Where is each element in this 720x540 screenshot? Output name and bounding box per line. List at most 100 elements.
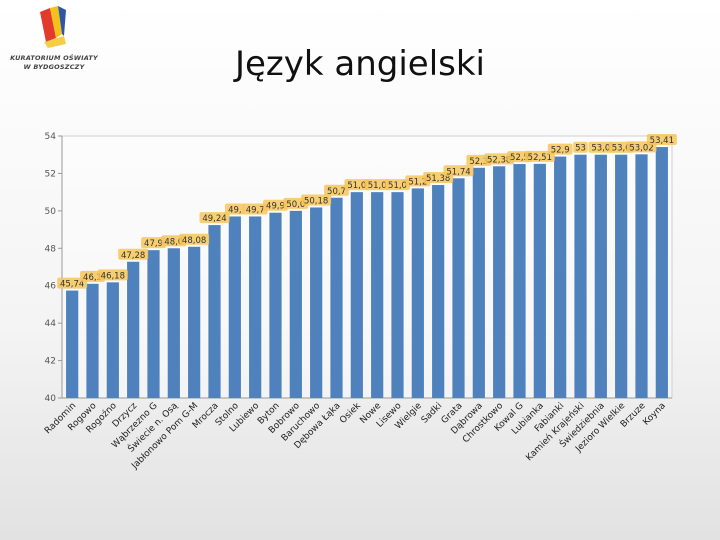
bar bbox=[269, 212, 282, 398]
data-label-bg bbox=[646, 134, 677, 146]
category-label: Osiek bbox=[338, 400, 363, 425]
data-label: 51,0 bbox=[368, 181, 387, 191]
page-title: Język angielski bbox=[234, 44, 486, 84]
data-label: 53,0 bbox=[591, 144, 610, 154]
bar bbox=[167, 248, 180, 398]
data-label-bg bbox=[484, 153, 515, 165]
data-label: 52,5 bbox=[510, 153, 529, 163]
data-label: 49,24 bbox=[202, 214, 226, 224]
bar bbox=[127, 261, 140, 398]
data-label: 51,74 bbox=[446, 167, 470, 177]
data-label: 52,51 bbox=[528, 153, 552, 163]
y-tick-label: 46 bbox=[45, 282, 57, 292]
bar bbox=[391, 192, 404, 398]
y-tick-label: 40 bbox=[45, 394, 57, 404]
data-label-bg bbox=[199, 212, 230, 224]
data-label-bg bbox=[573, 141, 588, 153]
data-label-bg bbox=[263, 199, 288, 211]
y-tick-label: 54 bbox=[45, 132, 57, 142]
data-label: 46,18 bbox=[101, 271, 125, 281]
bar bbox=[310, 207, 323, 398]
bar bbox=[106, 282, 119, 398]
y-tick-label: 44 bbox=[45, 319, 57, 329]
bar bbox=[371, 192, 384, 398]
bar bbox=[615, 154, 628, 398]
data-label-bg bbox=[141, 237, 166, 249]
bar bbox=[330, 197, 343, 398]
bar bbox=[574, 154, 587, 398]
y-tick-label: 48 bbox=[45, 244, 57, 254]
bar bbox=[554, 156, 567, 398]
bar bbox=[513, 164, 526, 398]
data-label: 49,7 bbox=[246, 205, 265, 215]
data-label-bg bbox=[324, 184, 349, 196]
chart-bars bbox=[66, 147, 668, 398]
data-label-bg bbox=[364, 179, 390, 191]
data-label: 52,38 bbox=[487, 155, 511, 165]
data-label-bg bbox=[524, 150, 555, 162]
data-label: 51,2 bbox=[408, 177, 427, 187]
data-label: 52,9 bbox=[551, 146, 570, 156]
data-label: 48,0 bbox=[164, 237, 183, 247]
bar bbox=[249, 216, 262, 398]
bar bbox=[289, 210, 302, 398]
bar bbox=[432, 185, 445, 398]
logo-line-1: KURATORIUM OŚWIATY bbox=[10, 54, 98, 62]
bar bbox=[188, 246, 201, 398]
bar bbox=[493, 166, 506, 398]
data-label: 53,41 bbox=[650, 136, 674, 146]
data-label: 53,0 bbox=[612, 144, 631, 154]
bar bbox=[533, 163, 546, 398]
data-label-bg bbox=[97, 269, 128, 281]
y-tick-label: 50 bbox=[45, 207, 57, 217]
data-label: 53 bbox=[575, 144, 586, 154]
category-label: Koyna bbox=[641, 401, 668, 428]
data-label: 49, bbox=[228, 205, 242, 215]
data-label-bg bbox=[242, 203, 268, 215]
data-label-bg bbox=[301, 194, 332, 206]
data-label: 47,28 bbox=[121, 251, 145, 261]
data-label: 51,0 bbox=[347, 181, 366, 191]
data-label: 51,0 bbox=[388, 181, 407, 191]
data-label: 47,9 bbox=[144, 239, 163, 249]
data-label: 46,1 bbox=[83, 273, 102, 283]
y-tick-label: 42 bbox=[45, 357, 56, 367]
bar bbox=[452, 178, 465, 398]
data-label: 50,0 bbox=[286, 200, 305, 210]
bar bbox=[655, 147, 668, 398]
data-label: 50,7 bbox=[327, 187, 346, 197]
data-label-bg bbox=[443, 165, 474, 177]
data-label: 48,08 bbox=[182, 236, 206, 246]
bar bbox=[594, 154, 607, 398]
data-label-bg bbox=[57, 277, 88, 289]
bar bbox=[472, 167, 485, 398]
data-label-bg bbox=[385, 179, 410, 191]
bar bbox=[147, 250, 160, 398]
data-label-bg bbox=[344, 179, 370, 191]
data-label: 53,02 bbox=[629, 143, 653, 153]
data-label-bg bbox=[547, 143, 573, 155]
bar bbox=[208, 225, 221, 398]
data-label: 52,3 bbox=[469, 157, 488, 167]
data-label-bg bbox=[588, 141, 614, 153]
bar bbox=[411, 188, 424, 398]
data-label-bg bbox=[225, 203, 245, 215]
data-label-bg bbox=[179, 233, 210, 245]
data-label: 45,74 bbox=[60, 280, 84, 290]
bar bbox=[86, 283, 99, 398]
bar bbox=[66, 290, 79, 398]
y-tick-label: 52 bbox=[45, 169, 56, 179]
logo-book-icon bbox=[40, 6, 66, 48]
kuratorium-logo: KURATORIUM OŚWIATY W BYDGOSZCZY bbox=[4, 4, 104, 104]
data-label: 49,9 bbox=[266, 202, 285, 212]
data-label-bg bbox=[118, 248, 149, 260]
bar bbox=[635, 154, 648, 398]
logo-line-2: W BYDGOSZCZY bbox=[23, 63, 85, 71]
bar bbox=[228, 216, 241, 398]
category-label: Sadki bbox=[420, 401, 445, 426]
bar bbox=[350, 192, 363, 398]
data-label: 51,38 bbox=[426, 174, 450, 184]
